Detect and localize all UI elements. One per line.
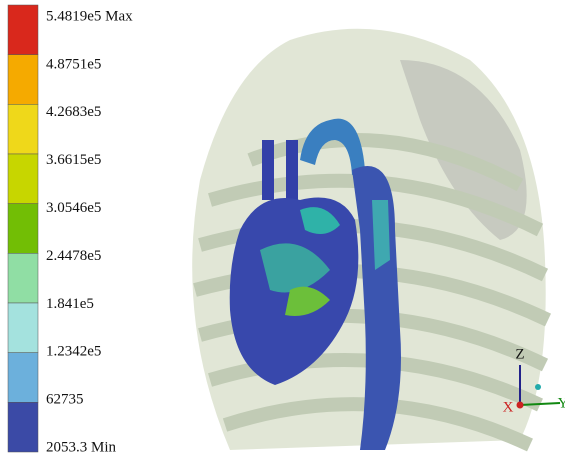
origin-marker [535, 384, 541, 390]
legend-band [8, 154, 38, 204]
legend-label: 1.841e5 [46, 296, 94, 312]
legend-label: 2.4478e5 [46, 248, 101, 264]
x-axis [517, 402, 524, 409]
x-label: X [503, 399, 514, 415]
legend-band [8, 204, 38, 254]
legend-label: 62735 [46, 392, 84, 408]
vessel [262, 140, 274, 200]
legend-band [8, 303, 38, 353]
legend-label: 2053.3 Min [46, 439, 117, 455]
legend-label: 4.2683e5 [46, 104, 101, 120]
y-label: Y [558, 395, 565, 411]
legend-label: 3.0546e5 [46, 200, 101, 216]
legend-label: 5.4819e5 Max [46, 8, 133, 24]
legend-band [8, 253, 38, 303]
legend-band [8, 353, 38, 403]
vessel [286, 140, 298, 200]
legend-label: 4.8751e5 [46, 56, 101, 72]
legend-label: 1.2342e5 [46, 344, 101, 360]
legend-band [8, 402, 38, 452]
scene: Z X Y 5.4819e5 Max 4.8751e5 4.2683e5 3.6615… [0, 0, 565, 456]
legend-band [8, 5, 38, 55]
legend: 5.4819e5 Max 4.8751e5 4.2683e5 3.6615e5 3.05… [8, 5, 133, 455]
legend-band [8, 55, 38, 105]
aorta-patch [372, 200, 390, 270]
z-label: Z [515, 346, 524, 362]
legend-band [8, 104, 38, 154]
legend-label: 3.6615e5 [46, 152, 101, 168]
